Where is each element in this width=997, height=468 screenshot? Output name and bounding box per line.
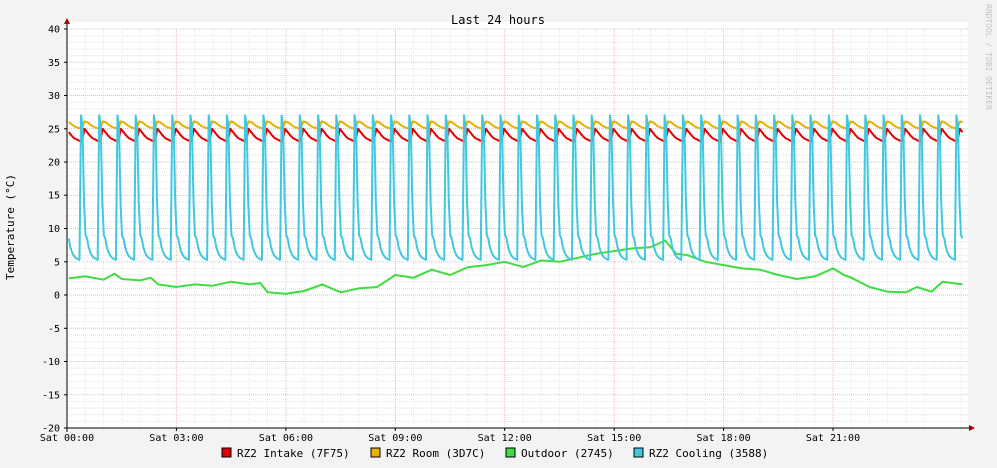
legend-label-3: RZ2 Cooling (3588) — [649, 447, 768, 460]
x-tick-label: Sat 21:00 — [806, 433, 860, 444]
data-series — [67, 114, 964, 295]
x-tick-label: Sat 18:00 — [697, 433, 751, 444]
series-line-1 — [68, 120, 963, 130]
legend-label-0: RZ2 Intake (7F75) — [237, 447, 350, 460]
series-line-0 — [68, 127, 964, 143]
legend-swatch-1 — [370, 447, 381, 458]
axes — [64, 18, 975, 432]
legend-label-2: Outdoor (2745) — [521, 447, 614, 460]
legend-swatch-3 — [633, 447, 644, 458]
y-tick-label: 35 — [48, 58, 60, 69]
y-tick-label: -10 — [42, 357, 60, 368]
y-tick-label: 40 — [48, 25, 60, 36]
legend: RZ2 Intake (7F75) RZ2 Room (3D7C) Outdoor … — [221, 447, 768, 460]
y-tick-label: 30 — [48, 91, 60, 102]
grid-lines — [67, 28, 968, 429]
y-axis-arrow — [64, 18, 70, 24]
y-axis-label: Temperature (°C) — [4, 174, 17, 280]
x-tick-label: Sat 06:00 — [259, 433, 313, 444]
watermark: RRDTOOL / TOBI OETIKER — [984, 4, 993, 110]
y-tick-label: -15 — [42, 390, 60, 401]
x-tick-label: Sat 00:00 — [40, 433, 94, 444]
y-tick-label: -5 — [48, 324, 60, 335]
legend-swatch-2 — [505, 447, 516, 458]
chart-title: Last 24 hours — [451, 13, 545, 27]
y-tick-label: 5 — [54, 257, 60, 268]
x-tick-label: Sat 15:00 — [587, 433, 641, 444]
legend-label-1: RZ2 Room (3D7C) — [386, 447, 485, 460]
y-tick-labels: 40 35 30 25 20 15 10 5 0 -5 -10 -15 -20 — [42, 25, 60, 435]
y-tick-label: 20 — [48, 158, 60, 169]
y-tick-label: 25 — [48, 124, 60, 135]
x-tick-label: Sat 09:00 — [368, 433, 422, 444]
legend-swatch-0 — [221, 447, 232, 458]
y-tick-label: 0 — [54, 291, 60, 302]
series-line-3 — [67, 114, 964, 261]
x-axis-arrow — [969, 425, 975, 431]
y-tick-label: 15 — [48, 191, 60, 202]
y-tick-label: -20 — [42, 424, 60, 435]
x-tick-label: Sat 03:00 — [149, 433, 203, 444]
x-tick-label: Sat 12:00 — [478, 433, 532, 444]
y-tick-label: 10 — [48, 224, 60, 235]
x-tick-labels: Sat 00:00 Sat 03:00 Sat 06:00 Sat 09:00 Sat … — [40, 433, 860, 444]
series-line-2 — [68, 239, 963, 295]
